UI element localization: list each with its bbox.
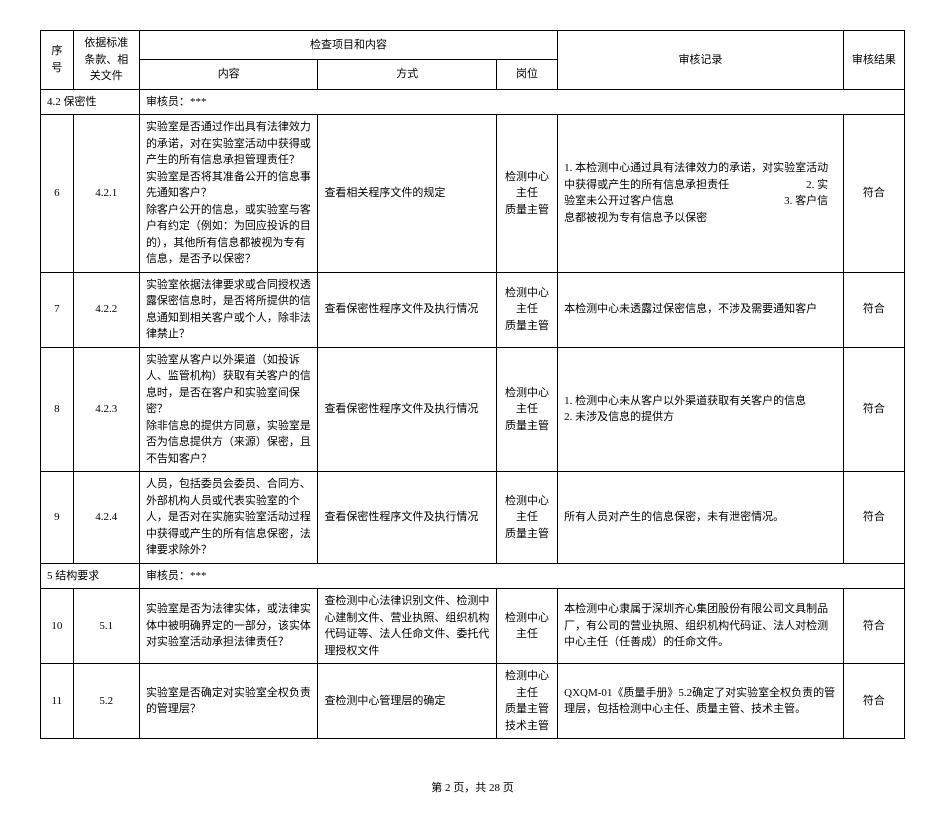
section-title: 5 结构要求 xyxy=(41,563,140,589)
cell-content: 实验室依据法律要求或合同授权透露保密信息时，是否将所提供的信息通知到相关客户或个… xyxy=(139,272,318,347)
cell-seq: 6 xyxy=(41,115,74,273)
cell-record: QXQM-01《质量手册》5.2确定了对实验室全权负责的管理层，包括检测中心主任… xyxy=(558,664,844,739)
cell-seq: 10 xyxy=(41,589,74,664)
cell-content: 实验室是否为法律实体，或法律实体中被明确界定的一部分，该实体对实验室活动承担法律… xyxy=(139,589,318,664)
cell-post: 检测中心主任质量主管 xyxy=(496,115,557,273)
section-auditor: 审核员：*** xyxy=(139,563,904,589)
section-title: 4.2 保密性 xyxy=(41,89,140,115)
cell-ref: 5.1 xyxy=(73,589,139,664)
cell-ref: 4.2.4 xyxy=(73,472,139,564)
cell-seq: 7 xyxy=(41,272,74,347)
table-row: 8 4.2.3 实验室从客户以外渠道（如投诉人、监管机构）获取有关客户的信息时，… xyxy=(41,347,905,472)
cell-method: 查检测中心法律识别文件、检测中心建制文件、营业执照、组织机构代码证等、法人任命文… xyxy=(318,589,497,664)
page-footer: 第 2 页，共 28 页 xyxy=(40,779,905,795)
cell-record: 所有人员对产生的信息保密，未有泄密情况。 xyxy=(558,472,844,564)
cell-method: 查看保密性程序文件及执行情况 xyxy=(318,347,497,472)
cell-method: 查看保密性程序文件及执行情况 xyxy=(318,272,497,347)
cell-post: 检测中心主任质量主管 xyxy=(496,272,557,347)
section-row: 5 结构要求 审核员：*** xyxy=(41,563,905,589)
table-row: 11 5.2 实验室是否确定对实验室全权负责的管理层？ 查检测中心管理层的确定 … xyxy=(41,664,905,739)
page-number: 第 2 页，共 28 页 xyxy=(431,782,514,794)
cell-ref: 5.2 xyxy=(73,664,139,739)
audit-table: 序号 依据标准条款、相关文件 检查项目和内容 审核记录 审核结果 内容 方式 岗… xyxy=(40,30,905,739)
cell-record: 本检测中心隶属于深圳齐心集团股份有限公司文具制品厂，有公司的营业执照、组织机构代… xyxy=(558,589,844,664)
cell-record: 本检测中心未透露过保密信息，不涉及需要通知客户 xyxy=(558,272,844,347)
cell-content: 人员，包括委员会委员、合同方、外部机构人员或代表实验室的个人，是否对在实施实验室… xyxy=(139,472,318,564)
cell-result: 符合 xyxy=(843,472,904,564)
cell-ref: 4.2.2 xyxy=(73,272,139,347)
table-row: 6 4.2.1 实验室是否通过作出具有法律效力的承诺，对在实验室活动中获得或产生… xyxy=(41,115,905,273)
col-method-header: 方式 xyxy=(318,60,497,89)
cell-result: 符合 xyxy=(843,589,904,664)
cell-method: 查检测中心管理层的确定 xyxy=(318,664,497,739)
auditor-label: 审核员： xyxy=(146,570,190,582)
auditor-name: *** xyxy=(190,96,207,108)
table-row: 10 5.1 实验室是否为法律实体，或法律实体中被明确界定的一部分，该实体对实验… xyxy=(41,589,905,664)
auditor-name: *** xyxy=(190,570,207,582)
cell-record: 1. 检测中心未从客户以外渠道获取有关客户的信息2. 未涉及信息的提供方 xyxy=(558,347,844,472)
cell-post: 检测中心主任质量主管 xyxy=(496,472,557,564)
auditor-label: 审核员： xyxy=(146,96,190,108)
header-row-1: 序号 依据标准条款、相关文件 检查项目和内容 审核记录 审核结果 xyxy=(41,31,905,60)
cell-result: 符合 xyxy=(843,664,904,739)
col-content-header: 内容 xyxy=(139,60,318,89)
col-ref-header: 依据标准条款、相关文件 xyxy=(73,31,139,90)
cell-method: 查看保密性程序文件及执行情况 xyxy=(318,472,497,564)
cell-ref: 4.2.3 xyxy=(73,347,139,472)
cell-ref: 4.2.1 xyxy=(73,115,139,273)
section-auditor: 审核员：*** xyxy=(139,89,904,115)
table-row: 9 4.2.4 人员，包括委员会委员、合同方、外部机构人员或代表实验室的个人，是… xyxy=(41,472,905,564)
section-row: 4.2 保密性 审核员：*** xyxy=(41,89,905,115)
col-record-header: 审核记录 xyxy=(558,31,844,90)
cell-post: 检测中心主任质量主管 xyxy=(496,347,557,472)
cell-seq: 8 xyxy=(41,347,74,472)
cell-seq: 9 xyxy=(41,472,74,564)
cell-result: 符合 xyxy=(843,347,904,472)
cell-content: 实验室从客户以外渠道（如投诉人、监管机构）获取有关客户的信息时，是否在客户和实验… xyxy=(139,347,318,472)
cell-method: 查看相关程序文件的规定 xyxy=(318,115,497,273)
table-row: 7 4.2.2 实验室依据法律要求或合同授权透露保密信息时，是否将所提供的信息通… xyxy=(41,272,905,347)
cell-post: 检测中心主任质量主管技术主管 xyxy=(496,664,557,739)
cell-post: 检测中心主任 xyxy=(496,589,557,664)
cell-result: 符合 xyxy=(843,115,904,273)
cell-seq: 11 xyxy=(41,664,74,739)
col-result-header: 审核结果 xyxy=(843,31,904,90)
col-seq-header: 序号 xyxy=(41,31,74,90)
col-check-main-header: 检查项目和内容 xyxy=(139,31,557,60)
cell-record: 1. 本检测中心通过具有法律效力的承诺，对实验室活动中获得或产生的所有信息承担责… xyxy=(558,115,844,273)
cell-result: 符合 xyxy=(843,272,904,347)
col-post-header: 岗位 xyxy=(496,60,557,89)
cell-content: 实验室是否确定对实验室全权负责的管理层？ xyxy=(139,664,318,739)
cell-content: 实验室是否通过作出具有法律效力的承诺，对在实验室活动中获得或产生的所有信息承担管… xyxy=(139,115,318,273)
